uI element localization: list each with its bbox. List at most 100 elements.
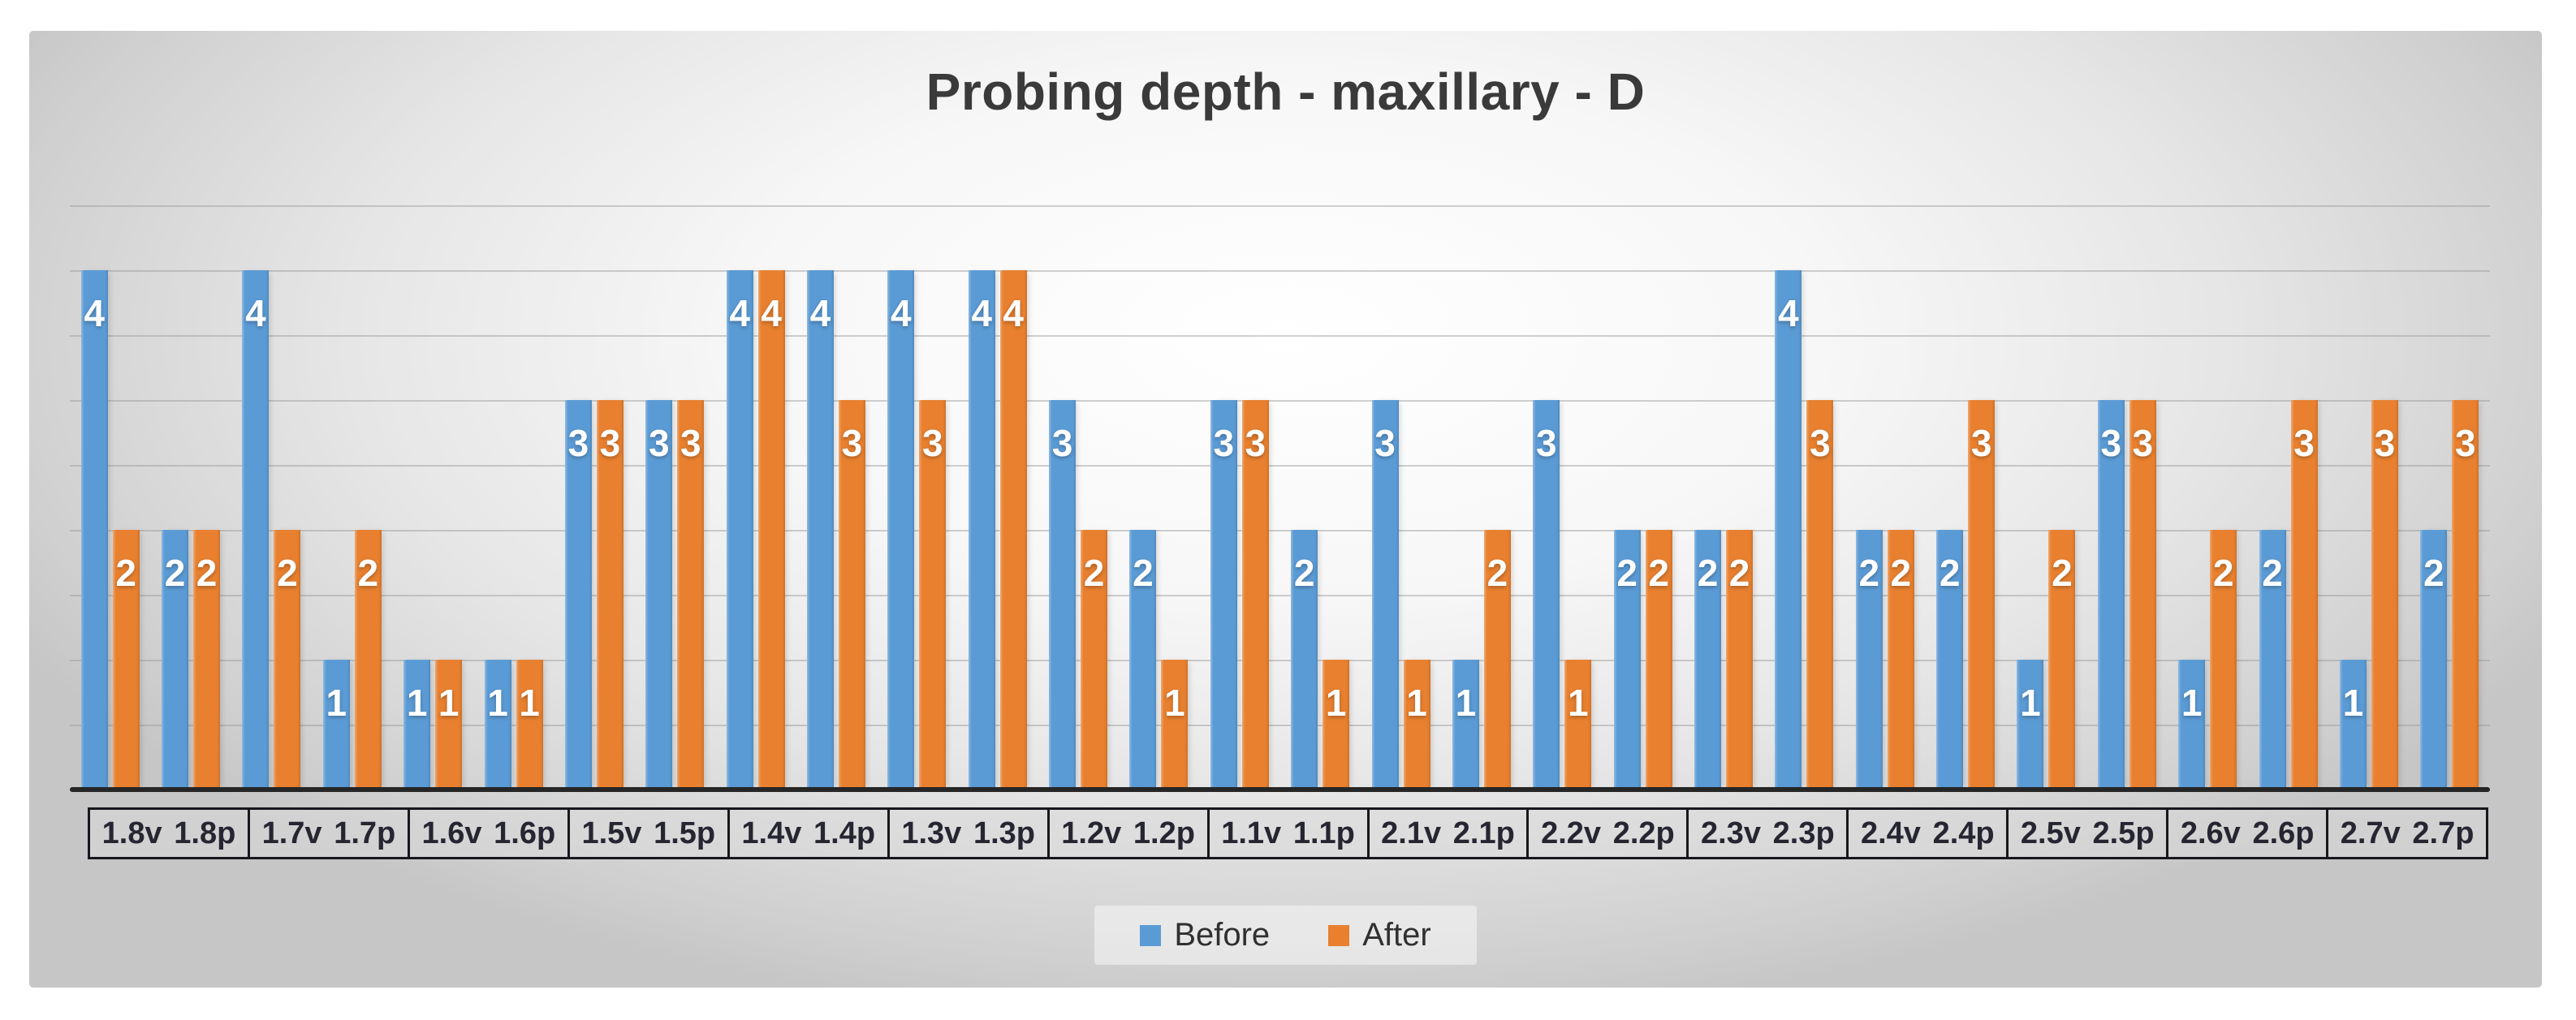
category-label-2.5v: 2.5v [2020,816,2081,850]
category-label-1.7p: 1.7p [334,816,396,850]
bar-value-label: 1 [1325,682,1347,724]
bar-value-label: 3 [1535,422,1557,464]
bar-before-1.8v: 4 [80,270,108,790]
bar-value-label: 3 [2374,422,2396,464]
bar-after-1.6v: 1 [435,660,463,790]
category-label-2.7p: 2.7p [2412,816,2475,850]
bar-value-label: 2 [115,552,136,594]
bar-after-1.8p: 2 [193,530,221,790]
bar-before-2.7p: 2 [2420,530,2448,790]
bar-value-label: 3 [599,422,621,464]
category-label-2.2p: 2.2p [1612,816,1675,850]
bar-value-label: 1 [1567,682,1589,724]
category-box-1.2: 1.2v 1.2p [1046,807,1210,859]
category-label-2.6p: 2.6p [2252,816,2315,850]
legend-item-before: Before [1140,917,1270,953]
gridline [70,335,2490,337]
bar-value-label: 1 [1164,682,1185,724]
bar-value-label: 4 [245,292,266,334]
legend-label: Before [1174,917,1271,953]
bar-before-2.6p: 2 [2259,530,2286,790]
bar-value-label: 2 [1133,552,1154,594]
bar-value-label: 1 [438,682,460,724]
bar-value-label: 3 [648,422,670,464]
bar-after-2.7v: 3 [2371,400,2398,790]
bar-before-1.7v: 4 [242,270,270,790]
category-label-2.1p: 2.1p [1452,816,1515,850]
bar-value-label: 3 [1245,422,1266,464]
category-box-1.3: 1.3v 1.3p [887,807,1050,859]
bar-value-label: 2 [1939,552,1961,594]
bar-value-label: 4 [971,292,992,334]
legend-label: After [1362,917,1431,953]
bar-value-label: 4 [1003,292,1024,334]
category-label-1.5v: 1.5v [581,816,642,850]
gridline [70,530,2490,532]
category-label-1.5p: 1.5p [654,816,716,850]
bar-before-2.1v: 3 [1371,400,1399,790]
bar-after-2.1p: 2 [1483,530,1511,790]
x-axis-line [70,787,2490,792]
bar-after-1.5v: 3 [596,400,624,790]
bar-value-label: 3 [841,422,863,464]
category-box-1.4: 1.4v 1.4p [727,807,890,859]
gridline [70,725,2490,726]
category-label-1.7v: 1.7v [261,816,322,850]
bar-after-1.5p: 3 [677,400,705,790]
bar-value-label: 1 [487,682,508,724]
bar-after-2.2p: 2 [1645,530,1672,790]
bar-after-1.7v: 2 [274,530,301,790]
gridline [70,400,2490,402]
bar-value-label: 3 [1970,422,1992,464]
category-label-1.3p: 1.3p [973,816,1035,850]
bar-value-label: 3 [1213,422,1235,464]
bar-value-label: 2 [357,552,379,594]
bar-before-1.5v: 3 [564,400,592,790]
bar-after-1.2v: 2 [1081,530,1108,790]
category-label-1.4p: 1.4p [813,816,876,850]
category-label-2.4v: 2.4v [1860,816,1921,850]
category-label-1.2p: 1.2p [1133,816,1195,850]
bar-after-2.5p: 3 [2129,400,2156,790]
bar-value-label: 3 [2100,422,2122,464]
bar-value-label: 2 [1083,552,1105,594]
bar-value-label: 2 [196,552,218,594]
bar-after-1.6p: 1 [516,660,543,790]
bar-before-1.4p: 4 [806,270,834,790]
bar-value-label: 2 [1697,552,1719,594]
bar-value-label: 1 [2020,682,2041,724]
category-label-2.4p: 2.4p [1932,816,1995,850]
bar-value-label: 2 [2423,552,2444,594]
bar-value-label: 4 [1778,292,1799,334]
bar-value-label: 2 [1293,552,1315,594]
chart-title: Probing depth - maxillary - D [926,62,1646,121]
category-label-2.7v: 2.7v [2340,816,2401,850]
category-label-1.2v: 1.2v [1061,816,1122,850]
category-label-2.6v: 2.6v [2180,816,2241,850]
bar-value-label: 2 [2212,552,2234,594]
bar-value-label: 3 [2132,422,2154,464]
bar-after-1.3p: 4 [999,270,1027,790]
bar-after-2.7p: 3 [2452,400,2479,790]
category-label-1.3v: 1.3v [901,816,962,850]
category-label-1.1p: 1.1p [1292,816,1355,850]
bar-before-2.3v: 2 [1694,530,1722,790]
bar-before-2.5p: 3 [2097,400,2125,790]
bar-before-2.2v: 3 [1533,400,1560,790]
bar-after-2.6p: 3 [2290,400,2318,790]
category-box-2.7: 2.7v 2.7p [2326,807,2489,859]
category-box-2.5: 2.5v 2.5p [2006,807,2169,859]
legend-band: Before After [1094,906,1477,965]
bar-before-1.5p: 3 [645,400,673,790]
bar-after-1.2p: 1 [1161,660,1189,790]
bar-before-2.3p: 4 [1775,270,1802,790]
category-label-1.8v: 1.8v [101,816,162,850]
bar-value-label: 3 [2455,422,2476,464]
bar-before-1.1v: 3 [1210,400,1237,790]
bar-value-label: 2 [1890,552,1912,594]
bar-value-label: 4 [729,292,750,334]
bar-value-label: 2 [1858,552,1880,594]
bar-value-label: 1 [326,682,347,724]
bar-after-2.2v: 1 [1564,660,1592,790]
